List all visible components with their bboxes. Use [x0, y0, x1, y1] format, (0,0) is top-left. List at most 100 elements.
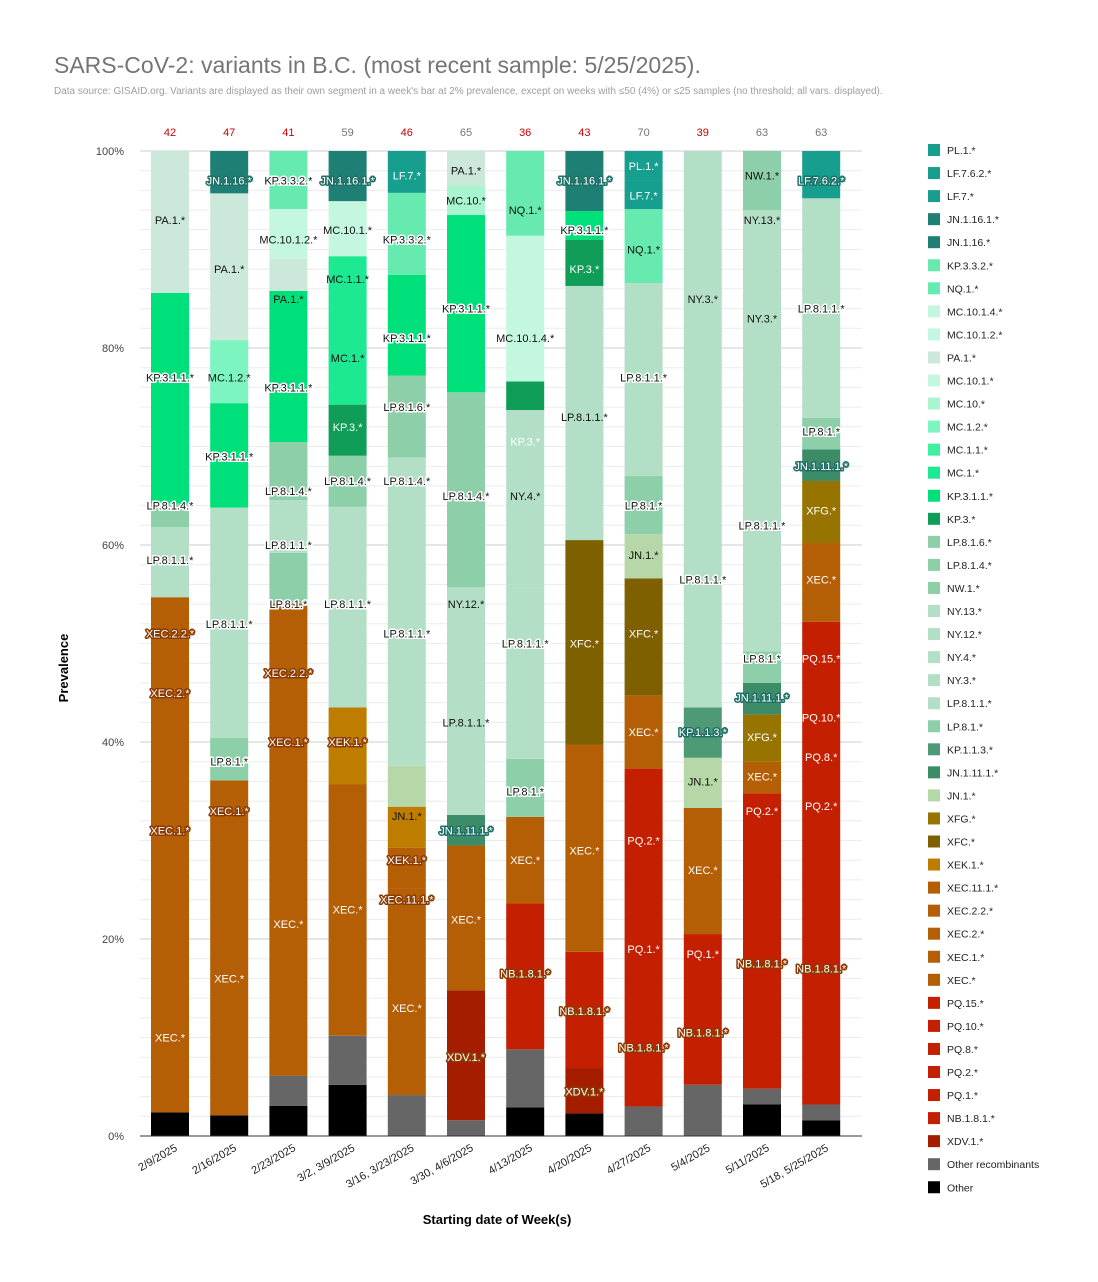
- segment-label: XFG.*: [747, 732, 778, 744]
- segment-label-halo: XEC.2.2.*: [264, 668, 313, 680]
- bar-segment: [565, 285, 604, 541]
- segment-label: JN.1.16.1.*: [320, 176, 375, 188]
- segment-label: XEC.*: [392, 1003, 423, 1015]
- legend-label: JN.1.11.1.*: [947, 767, 998, 779]
- legend-swatch: [928, 236, 940, 249]
- bar-segment: [447, 151, 485, 186]
- x-tick-label: 2/23/2025: [250, 1142, 298, 1177]
- segment-label: NB.1.8.1.*: [737, 959, 788, 971]
- bar-segment: [624, 1106, 663, 1136]
- legend-swatch: [928, 904, 940, 917]
- segment-label-halo: KP.3.1.1.*: [205, 451, 254, 463]
- legend-swatch: [928, 950, 940, 963]
- segment-label-halo: LP.8.1.1.*: [798, 304, 846, 316]
- bar-segment: [802, 480, 841, 544]
- bar-segment: [624, 534, 663, 579]
- bar-segment: [151, 151, 189, 293]
- segment-label: PA.1.*: [155, 215, 186, 227]
- legend-label: KP.3.1.1.*: [947, 491, 993, 503]
- bar-segment: [802, 151, 841, 199]
- bar-segment: [624, 768, 663, 1107]
- legend-label: XEC.2.*: [947, 929, 984, 941]
- legend-swatch: [928, 420, 940, 433]
- segment-label-halo: JN.1.11.1.*: [439, 826, 493, 838]
- segment-labels: XEC.*XEC.1.*XEC.1.*XEC.2.*XEC.2.*XEC.2.2…: [144, 161, 850, 1100]
- segment-label: XEC.*: [333, 904, 364, 916]
- segment-label-halo: LP.8.1.*: [210, 757, 248, 769]
- bar-segment: [447, 587, 485, 815]
- sample-count-label: 46: [401, 127, 413, 139]
- legend-swatch: [928, 167, 940, 180]
- segment-label-halo: XEC.2.2.*: [146, 629, 195, 641]
- segment-label: PQ.1.*: [687, 949, 720, 961]
- bar-segment: [683, 151, 722, 708]
- segment-label: LP.8.1.1.*: [620, 373, 668, 385]
- bar-segment: [387, 151, 426, 193]
- x-tick-label: 4/13/2025: [486, 1142, 534, 1177]
- sample-count-label: 70: [637, 127, 649, 139]
- bar-segment: [210, 403, 249, 508]
- segment-label: MC.1.1.*: [326, 274, 370, 286]
- bar-segment: [447, 185, 485, 216]
- legend-label: NB.1.8.1.*: [947, 1113, 995, 1125]
- segment-label-halo: JN.1.16.*: [207, 176, 253, 188]
- legend-label: PL.1.*: [947, 145, 976, 157]
- segment-label: LP.8.1.1.*: [265, 540, 313, 552]
- bar-segment: [683, 807, 722, 935]
- segment-label: LF.7.*: [630, 190, 659, 202]
- legend-label: LF.7.*: [947, 191, 974, 203]
- bar-segment: [565, 239, 604, 286]
- segment-label-halo: JN.1.11.1.*: [794, 461, 848, 473]
- bar-segment: [683, 1084, 722, 1136]
- segment-label: LF.7.6.2.*: [798, 176, 845, 188]
- segment-label-halo: LP.8.1.4.*: [147, 501, 195, 513]
- legend-label: XEC.2.2.*: [947, 906, 993, 918]
- segment-label-halo: LP.8.1.1.*: [265, 540, 313, 552]
- segment-label: XDV.1.*: [447, 1052, 486, 1064]
- segment-label: KP.3.*: [570, 264, 600, 276]
- segment-label: JN.1.*: [629, 550, 660, 562]
- legend-label: NY.12.*: [947, 629, 982, 641]
- legend-swatch: [928, 743, 940, 756]
- segment-label: LP.8.1.4.*: [147, 501, 195, 513]
- segment-label: NQ.1.*: [627, 245, 661, 257]
- legend-swatch: [928, 973, 940, 986]
- segment-label-halo: KP.3.1.1.*: [146, 373, 195, 385]
- segment-label: XEC.*: [688, 865, 719, 877]
- y-tick-label: 0%: [108, 1131, 124, 1143]
- segment-label-halo: LP.8.1.1.*: [206, 619, 254, 631]
- segment-label: LP.8.1.1.*: [561, 412, 609, 424]
- segment-label: KP.3.1.1.*: [146, 373, 195, 385]
- segment-label-halo: LP.8.1.*: [743, 653, 781, 665]
- legend-label: PQ.1.*: [947, 1090, 978, 1102]
- segment-label-halo: XEK.1.*: [388, 855, 427, 867]
- segment-label: LP.8.1.*: [210, 757, 248, 769]
- bar-segment: [210, 1115, 249, 1136]
- segment-label-halo: NB.1.8.1.*: [678, 1028, 729, 1040]
- legend-swatch: [928, 397, 940, 410]
- segment-label: NY.13.*: [744, 215, 781, 227]
- bar-segment: [269, 442, 308, 501]
- bar-segment: [210, 738, 249, 781]
- bar-segment: [269, 151, 308, 210]
- legend-label: LP.8.1.6.*: [947, 537, 992, 549]
- segment-label-halo: LP.8.1.6.*: [383, 402, 431, 414]
- bar-segment: [802, 198, 841, 418]
- bar-segment: [683, 707, 722, 758]
- legend-swatch: [928, 720, 940, 733]
- legend-swatch: [928, 1112, 940, 1125]
- legend-label: LP.8.1.*: [947, 721, 983, 733]
- segment-label: NW.1.*: [745, 171, 780, 183]
- segment-label: LP.8.1.4.*: [265, 486, 313, 498]
- bar-segment: [683, 934, 722, 1085]
- bar-segment: [269, 290, 308, 443]
- legend-label: MC.10.*: [947, 399, 985, 411]
- segment-label: LP.8.1.*: [743, 653, 781, 665]
- legend-label: PQ.8.*: [947, 1044, 978, 1056]
- segment-label: MC.10.1.*: [323, 225, 373, 237]
- grid-lines: [140, 150, 862, 1137]
- segment-label: XEC.*: [629, 727, 660, 739]
- segment-label: KP.3.1.1.*: [560, 225, 609, 237]
- legend-swatch: [928, 535, 940, 548]
- segment-label: PA.1.*: [451, 166, 482, 178]
